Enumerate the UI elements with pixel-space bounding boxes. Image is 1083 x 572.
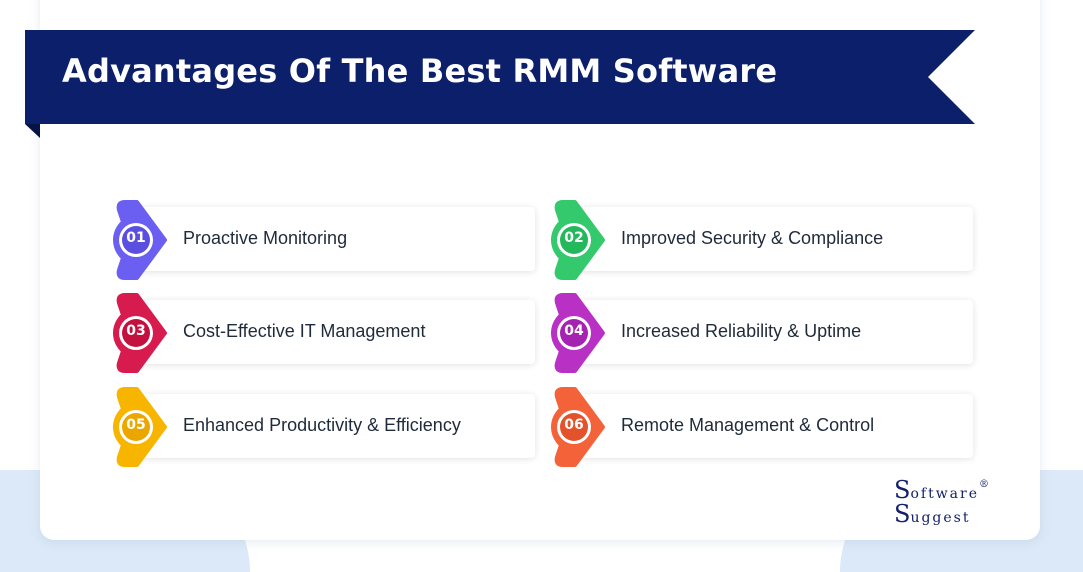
item-label: Increased Reliability & Uptime [621, 321, 862, 341]
advantage-item: 05 Enhanced Productivity & Efficiency [113, 387, 535, 467]
item-number: 06 [564, 417, 584, 433]
item-number: 04 [564, 323, 584, 339]
advantage-card [141, 394, 535, 458]
chevron-badge-icon [113, 387, 167, 467]
advantage-card [579, 394, 973, 458]
item-number: 03 [126, 323, 146, 339]
chevron-badge-icon [551, 200, 605, 280]
advantage-item: 06 Remote Management & Control [551, 387, 973, 467]
item-label: Remote Management & Control [621, 415, 875, 435]
title-banner [25, 30, 975, 138]
chevron-badge-icon [551, 293, 605, 373]
item-label: Proactive Monitoring [183, 228, 348, 248]
advantage-item: 01 Proactive Monitoring [113, 200, 535, 280]
advantage-card [579, 207, 973, 271]
advantage-item: 02 Improved Security & Compliance [551, 200, 973, 280]
advantage-card [579, 300, 973, 364]
item-number: 02 [564, 230, 584, 246]
chevron-badge-icon [551, 387, 605, 467]
item-label: Improved Security & Compliance [621, 228, 884, 248]
softwaresuggest-logo: Software® Suggest [894, 476, 989, 528]
item-number: 01 [126, 230, 146, 246]
advantage-item: 04 Increased Reliability & Uptime [551, 293, 973, 373]
chevron-badge-icon [113, 200, 167, 280]
item-label: Cost-Effective IT Management [183, 321, 426, 341]
item-label: Enhanced Productivity & Efficiency [183, 415, 461, 435]
advantage-item: 03 Cost-Effective IT Management [113, 293, 535, 373]
item-number: 05 [126, 417, 146, 433]
advantage-card [141, 207, 535, 271]
page-title: Advantages Of The Best RMM Software [62, 52, 778, 90]
advantage-card [141, 300, 535, 364]
chevron-badge-icon [113, 293, 167, 373]
